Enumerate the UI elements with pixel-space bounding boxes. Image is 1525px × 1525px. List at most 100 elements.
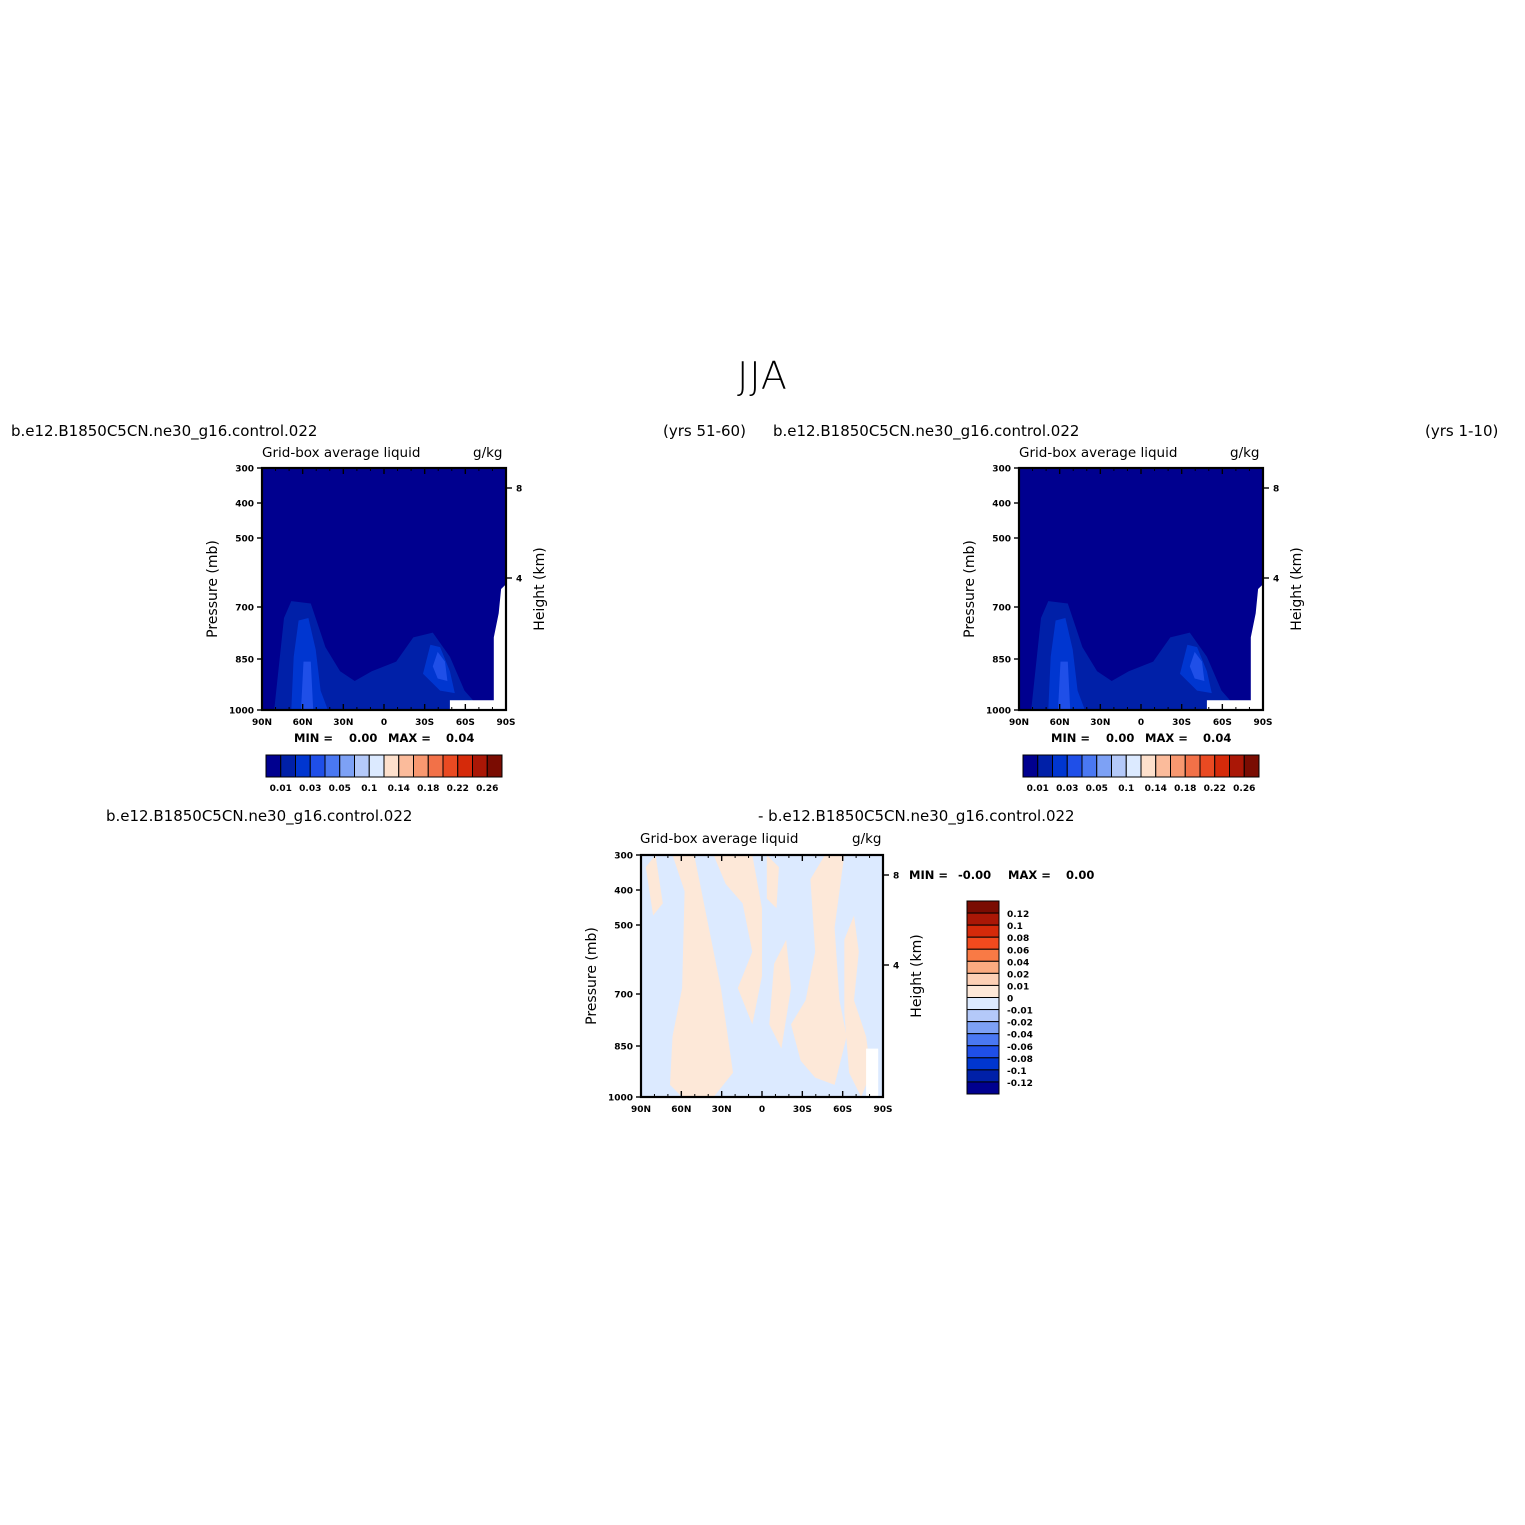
colorbar-swatch	[966, 924, 1000, 938]
colorbar-swatch	[457, 754, 473, 778]
colorbar-swatch	[368, 754, 385, 778]
contour-positive	[645, 855, 663, 916]
y-tick-label: 500	[992, 535, 1011, 545]
missing-data-area	[449, 584, 506, 710]
contour-level-3	[301, 661, 314, 710]
x-tick-label: 60N	[1050, 718, 1070, 728]
contour-level-1	[274, 601, 482, 710]
y2-tick-label: 8	[893, 872, 899, 882]
colorbar-label: 0.08	[1007, 934, 1029, 944]
colorbar-swatch	[1022, 754, 1039, 778]
y-tick-label: 1000	[986, 707, 1011, 717]
panel1-min-label: MIN =	[294, 731, 333, 745]
colorbar-swatch	[1037, 754, 1053, 778]
x-tick-label: 30S	[1172, 718, 1191, 728]
colorbar-label: 0.05	[329, 784, 351, 794]
colorbar-swatch	[1170, 754, 1186, 778]
panel3-variable-label: Grid-box average liquid	[640, 831, 799, 847]
colorbar-swatch	[1081, 754, 1098, 778]
panel1-colorbar: 0.01 0.03 0.05 0.1 0.14 0.18 0.22 0.26	[265, 754, 503, 794]
x-tick-label: 90S	[496, 718, 515, 728]
contour-positive	[791, 855, 847, 1085]
x-tick-label: 30N	[712, 1105, 732, 1115]
colorbar-swatch	[966, 1021, 1000, 1035]
colorbar-label: 0.04	[1007, 958, 1029, 968]
colorbar-label: 0.14	[388, 784, 410, 794]
colorbar-swatch	[966, 1045, 1000, 1059]
colorbar-label: 0.12	[1007, 910, 1029, 920]
colorbar-swatch	[966, 997, 1000, 1011]
colorbar-swatch	[354, 754, 370, 778]
colorbar-label: -0.08	[1007, 1055, 1033, 1065]
panel3-case-b-label: - b.e12.B1850C5CN.ne30_g16.control.022	[758, 807, 1075, 825]
y2-axis-label: Height (km)	[909, 934, 925, 1017]
contour-level-3	[1189, 651, 1205, 681]
colorbar-label: 0	[1007, 995, 1013, 1005]
x-tick-label: 30S	[793, 1105, 812, 1115]
y-axis-label: Pressure (mb)	[205, 540, 221, 638]
colorbar-label: 0.1	[1118, 784, 1134, 794]
contour-level-1	[1031, 601, 1239, 710]
panel2-units-label: g/kg	[1230, 445, 1260, 461]
figure-title: JJA	[737, 354, 788, 398]
colorbar-swatch	[966, 936, 1000, 950]
panel1-max-label: MAX =	[388, 731, 431, 745]
colorbar-swatch	[966, 984, 1000, 998]
panel2-colorbar: 0.01 0.03 0.05 0.1 0.14 0.18 0.22 0.26	[1022, 754, 1260, 794]
y-tick-label: 1000	[608, 1094, 633, 1104]
panel3-units-label: g/kg	[852, 831, 882, 847]
colorbar-swatch	[966, 1081, 1000, 1095]
y-tick-label: 850	[614, 1043, 633, 1053]
contour-level-3	[432, 651, 448, 681]
missing-data-area	[866, 1048, 879, 1097]
colorbar-label: -0.1	[1007, 1067, 1027, 1077]
colorbar-swatch	[966, 1033, 1000, 1047]
panel1-variable-label: Grid-box average liquid	[262, 445, 421, 461]
y-tick-label: 300	[614, 852, 633, 862]
panel1-max-value: 0.04	[446, 731, 475, 745]
colorbar-swatch	[966, 948, 1000, 962]
colorbar-label: 0.26	[476, 784, 498, 794]
y-tick-label: 700	[614, 991, 633, 1001]
panel3-case-a-label: b.e12.B1850C5CN.ne30_g16.control.022	[106, 807, 413, 825]
panel1-contour-field	[262, 468, 506, 710]
colorbar-label: 0.18	[1174, 784, 1196, 794]
y2-tick-label: 4	[1273, 575, 1279, 585]
colorbar-swatch	[1214, 754, 1230, 778]
colorbar-swatch	[1052, 754, 1068, 778]
y-tick-label: 400	[614, 887, 633, 897]
panel3-colorbar: 0.12 0.1 0.08 0.06 0.04 0.02 0.01 0 -0.01 -0.02 -0…	[966, 900, 1033, 1095]
y-tick-label: 300	[235, 465, 254, 475]
x-tick-label: 60S	[456, 718, 475, 728]
colorbar-swatch	[486, 754, 503, 778]
colorbar-label: -0.12	[1007, 1079, 1033, 1089]
y-tick-label: 500	[235, 535, 254, 545]
colorbar-swatch	[966, 960, 1000, 974]
panel1-min-value: 0.00	[349, 731, 378, 745]
colorbar-label: 0.01	[270, 784, 292, 794]
y2-tick-label: 8	[516, 485, 522, 495]
panel2-min-label: MIN =	[1051, 731, 1090, 745]
colorbar-label: 0.03	[1056, 784, 1078, 794]
x-tick-label: 90N	[252, 718, 272, 728]
panel1-axes: 90N 60N 30N 0 30S 60S 90S 300 400 500 700 850 1000 8 4…	[205, 465, 548, 729]
x-tick-label: 30N	[333, 718, 353, 728]
panel1-years-label: (yrs 51-60)	[663, 422, 746, 440]
panel2-contour-field	[1019, 468, 1263, 710]
panel3-min-label: MIN =	[909, 868, 948, 882]
colorbar-swatch	[1184, 754, 1201, 778]
x-tick-label: 0	[759, 1105, 765, 1115]
y-tick-label: 400	[235, 500, 254, 510]
colorbar-swatch	[1096, 754, 1112, 778]
colorbar-swatch	[280, 754, 296, 778]
contour-positive	[766, 855, 779, 909]
colorbar-swatch	[966, 1069, 1000, 1083]
colorbar-swatch	[413, 754, 429, 778]
panel3-max-value: 0.00	[1066, 868, 1095, 882]
panel2-years-label: (yrs 1-10)	[1425, 422, 1499, 440]
contour-level-3	[1058, 661, 1071, 710]
colorbar-swatch	[472, 754, 488, 778]
x-tick-label: 60S	[1213, 718, 1232, 728]
panel2-max-value: 0.04	[1203, 731, 1232, 745]
